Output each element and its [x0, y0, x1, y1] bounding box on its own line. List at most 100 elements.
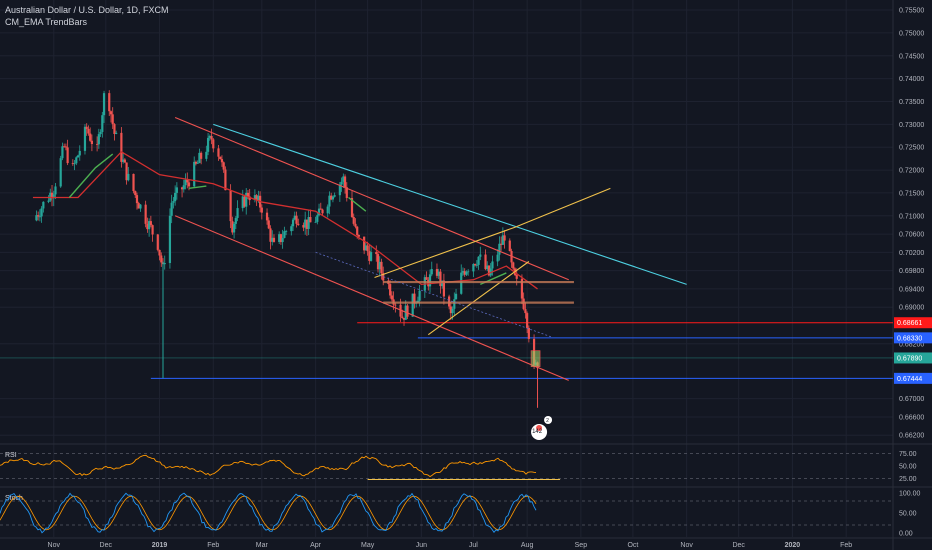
- candle-body: [340, 181, 343, 185]
- candle-body: [108, 93, 111, 112]
- candle-body: [454, 293, 458, 300]
- candle-body: [193, 161, 196, 187]
- y-tick-label: 0.75500: [899, 8, 924, 15]
- candle-body: [97, 134, 100, 145]
- y-tick-label: 0.71500: [899, 190, 924, 197]
- candle-body: [231, 221, 234, 233]
- y-tick-label: 0.68200: [899, 341, 924, 348]
- candle-body: [354, 223, 357, 227]
- candle-body: [38, 216, 41, 218]
- candle-body: [399, 304, 402, 317]
- candle-body: [246, 192, 250, 197]
- candle-body: [71, 163, 74, 164]
- stoch-tick-label: 100.00: [899, 491, 921, 498]
- candle-body: [137, 203, 140, 209]
- candle-body: [148, 221, 151, 230]
- candle-body: [508, 240, 511, 252]
- candle-body: [501, 235, 504, 245]
- candle-body: [345, 187, 348, 198]
- candle-body: [200, 152, 203, 159]
- candle-body: [314, 221, 317, 223]
- dotted-trendline: [315, 251, 552, 338]
- candle-body: [401, 316, 404, 319]
- candle-body: [134, 191, 137, 196]
- candle-body: [281, 237, 284, 243]
- candle-body: [243, 196, 246, 207]
- red-channel-top: [174, 116, 569, 281]
- candle-body: [304, 219, 307, 228]
- x-tick-label: Nov: [680, 542, 693, 549]
- candle-body: [526, 313, 529, 328]
- candle-body: [350, 197, 354, 217]
- candle-body: [500, 243, 503, 245]
- stoch-k-line: [0, 492, 537, 534]
- candle-body: [515, 274, 518, 279]
- candle-body: [47, 200, 50, 202]
- candle-body: [158, 249, 161, 256]
- candle-body: [175, 187, 178, 193]
- candle-body: [406, 305, 409, 317]
- candle-body: [271, 237, 274, 242]
- candle-body: [184, 179, 187, 186]
- candle-body: [437, 271, 440, 276]
- candle-body: [487, 265, 491, 276]
- candle-body: [293, 215, 296, 220]
- candle-body: [342, 176, 345, 182]
- candle-body: [460, 272, 463, 294]
- candle-body: [125, 162, 128, 181]
- badge-dot: [536, 425, 543, 431]
- red-channel-bottom: [174, 215, 569, 381]
- candle-body: [232, 223, 236, 233]
- candle-body: [241, 196, 244, 209]
- badge-icon: [531, 424, 548, 440]
- candle-body: [135, 195, 139, 204]
- candle-body: [418, 290, 421, 301]
- y-tick-label: 0.66200: [899, 433, 924, 440]
- candle-body: [37, 215, 40, 217]
- candle-body: [109, 111, 113, 115]
- candle-body: [198, 152, 201, 163]
- candle-body: [368, 251, 371, 261]
- candle-body: [99, 131, 102, 135]
- candle-body: [174, 192, 177, 202]
- candle-body: [219, 156, 222, 160]
- candle-body: [132, 173, 135, 192]
- candle-body: [390, 295, 393, 300]
- candle-body: [52, 194, 55, 199]
- candle-body: [267, 220, 270, 229]
- candle-body: [220, 159, 224, 163]
- candle-body: [295, 215, 298, 224]
- candle-body: [222, 162, 225, 170]
- price-label-tag: [894, 352, 932, 364]
- candle-body: [61, 146, 64, 159]
- candle-body: [144, 204, 147, 224]
- y-tick-label: 0.66600: [899, 414, 924, 421]
- candle-body: [382, 273, 385, 281]
- stoch-tick-label: 0.00: [899, 531, 913, 538]
- candle-body: [453, 299, 456, 309]
- candle-body: [430, 269, 433, 275]
- candle-body: [180, 187, 184, 190]
- candle-body: [376, 254, 380, 270]
- x-tick-label: Apr: [310, 542, 322, 549]
- candle-body: [475, 264, 478, 266]
- candle-body: [73, 163, 76, 165]
- stoch-tick-label: 50.00: [899, 511, 917, 518]
- candle-body: [127, 173, 130, 181]
- candle-body: [448, 296, 451, 307]
- candle-body: [87, 128, 90, 134]
- candle-body: [330, 195, 333, 200]
- candle-body: [229, 190, 232, 222]
- candle-body: [316, 215, 319, 222]
- candle-body: [343, 176, 347, 188]
- indicator-name: CM_EMA TrendBars: [5, 17, 88, 27]
- price-label-text: 0.68661: [897, 320, 922, 327]
- candle-body: [285, 231, 288, 232]
- candle-body: [326, 206, 329, 214]
- candle-body: [196, 162, 199, 164]
- candle-body: [83, 126, 87, 151]
- candle-body: [151, 225, 154, 235]
- candle-body: [520, 278, 524, 299]
- candle-body: [50, 192, 54, 199]
